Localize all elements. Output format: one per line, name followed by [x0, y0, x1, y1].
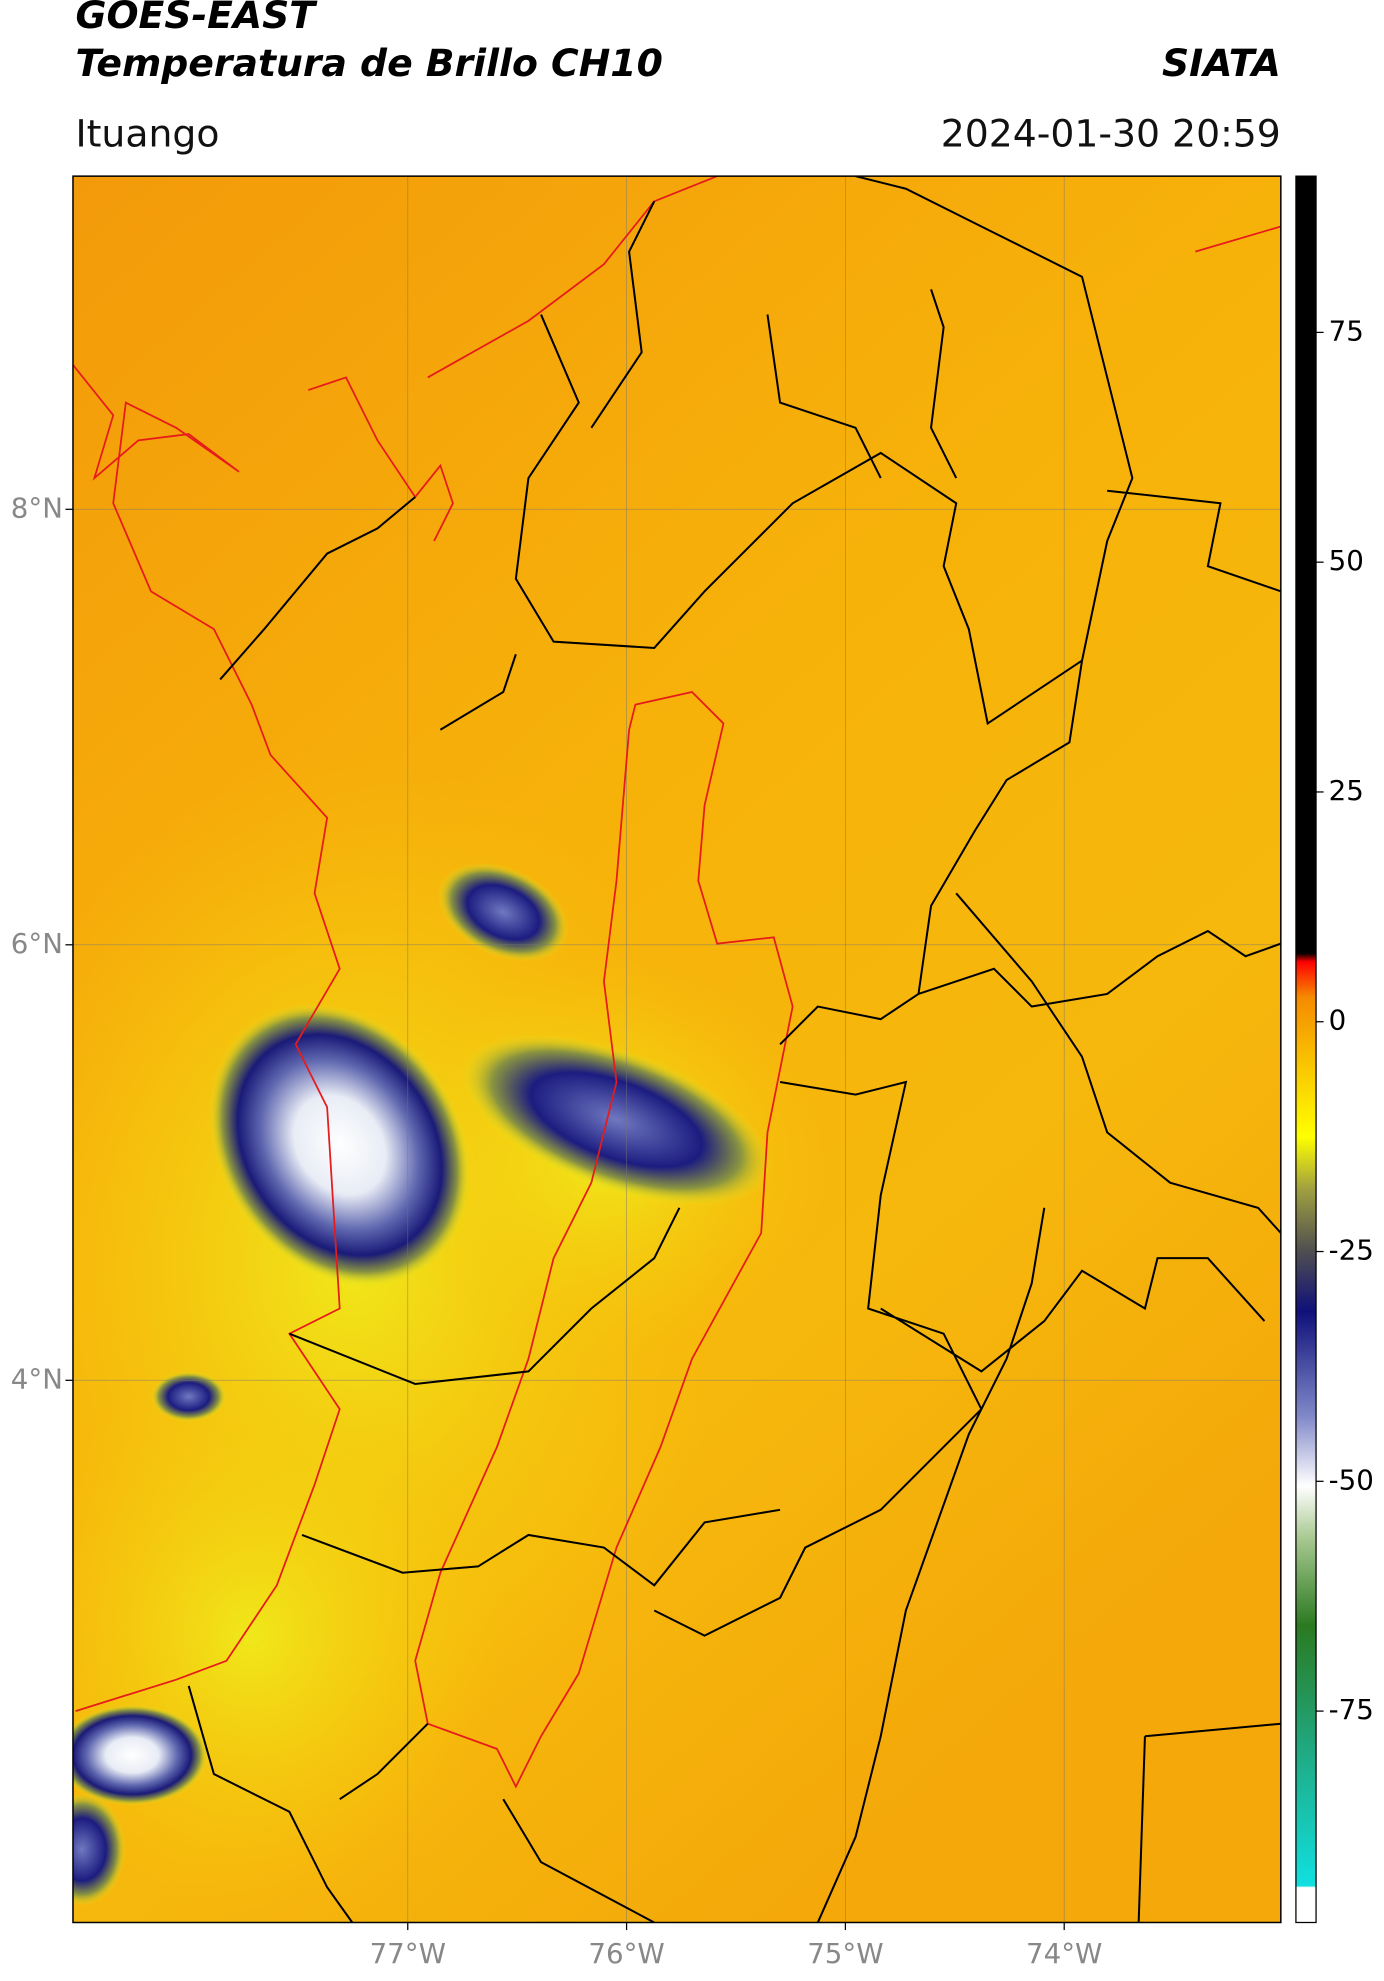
lat-tick-label: 8°N — [11, 491, 63, 524]
colorbar-tick-label: 0 — [1329, 1004, 1347, 1037]
cloud — [72, 1792, 126, 1907]
subtitle: Temperatura de Brillo CH10 — [75, 41, 662, 85]
colorbar-tick-label: -50 — [1329, 1463, 1374, 1496]
colorbar-tick-label: -75 — [1329, 1693, 1374, 1726]
lat-tick-label: 6°N — [11, 927, 63, 960]
lon-tick-label: 74°W — [1026, 1937, 1102, 1970]
lat-tick-label: 4°N — [11, 1362, 63, 1395]
cloud — [72, 1704, 208, 1806]
cloud — [150, 1371, 227, 1422]
colorbar-tick-label: 25 — [1329, 774, 1364, 807]
colorbar-tick-label: 75 — [1329, 314, 1364, 347]
timestamp: 2024-01-30 20:59 — [941, 111, 1281, 155]
region: Ituango — [75, 111, 219, 155]
cloud — [437, 862, 569, 962]
title: GOES-EAST — [75, 0, 318, 37]
colorbar-tick-label: 50 — [1329, 544, 1364, 577]
lon-tick-label: 75°W — [807, 1937, 883, 1970]
lon-tick-label: 77°W — [370, 1937, 446, 1970]
cloud — [208, 1003, 471, 1287]
cloud — [460, 1033, 773, 1206]
colorbar — [1295, 175, 1317, 1924]
map — [72, 176, 1281, 1923]
map-frame — [72, 175, 1282, 1924]
source: SIATA — [1162, 41, 1281, 85]
colorbar-tick-label: -25 — [1329, 1234, 1374, 1267]
lon-tick-label: 76°W — [588, 1937, 664, 1970]
